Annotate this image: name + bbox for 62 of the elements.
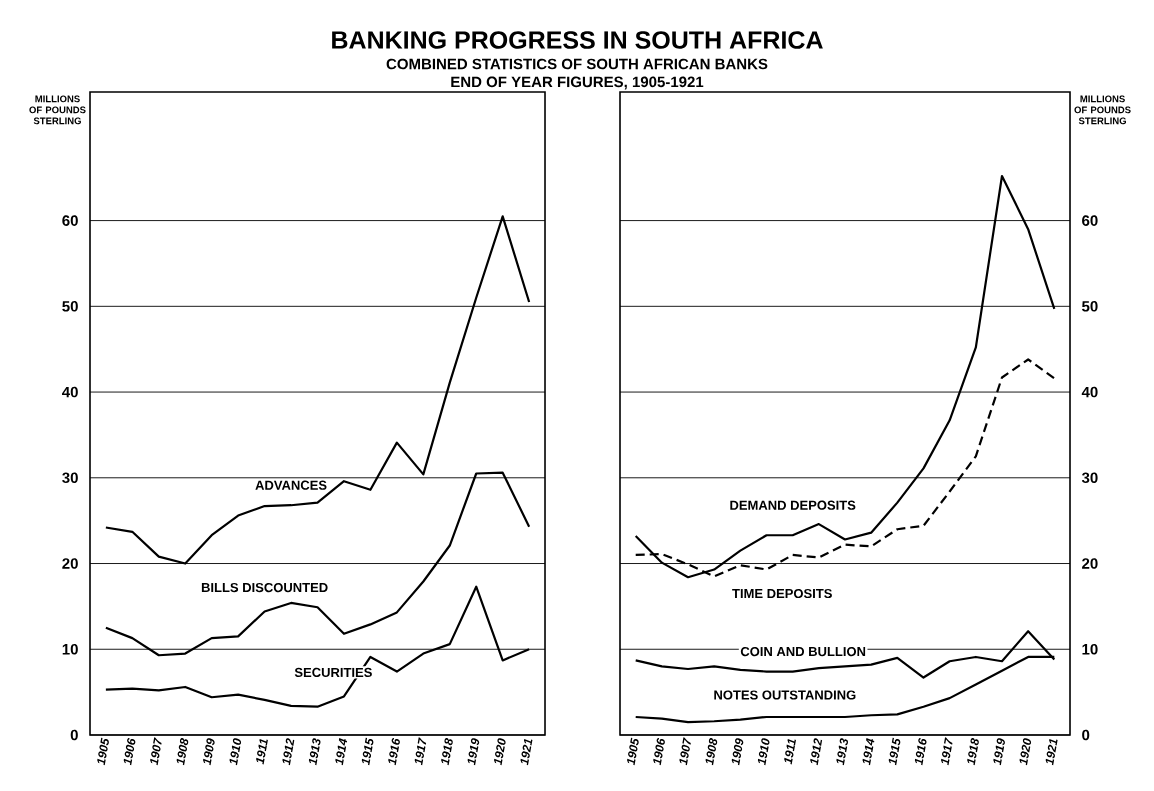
y-tick-label: 0 xyxy=(70,729,78,741)
y-tick-label: 0 xyxy=(1082,729,1090,741)
x-tick-label: 1909 xyxy=(731,738,744,766)
line-series xyxy=(104,585,531,708)
series-label: SECURITIES xyxy=(294,667,372,678)
y-tick-label: 30 xyxy=(62,472,78,484)
x-tick-label: 1908 xyxy=(705,738,718,766)
x-tick-label: 1917 xyxy=(941,737,953,766)
text: END OF YEAR FIGURES, 1905-1921 xyxy=(451,76,704,90)
y-tick-label: 60 xyxy=(1082,215,1098,226)
x-tick-label: 1921 xyxy=(1045,738,1058,766)
y-tick-label: 20 xyxy=(62,558,78,569)
x-tick-label: 1907 xyxy=(150,737,162,766)
series-label: BILLS DISCOUNTED xyxy=(201,582,328,593)
x-tick-label: 1913 xyxy=(308,738,321,766)
y-axis-title: MILLIONS OF POUNDS STERLING xyxy=(29,95,86,125)
y-tick-label: 40 xyxy=(1081,386,1098,398)
y-axis-title: MILLIONS OF POUNDS STERLING xyxy=(1074,95,1131,125)
x-tick-label: 1913 xyxy=(836,738,848,766)
y-tick-label: 60 xyxy=(62,215,78,226)
x-tick-label: 1918 xyxy=(441,738,453,766)
y-tick-label: 40 xyxy=(62,386,78,398)
x-tick-label: 1911 xyxy=(784,738,796,765)
y-tick-label: 30 xyxy=(1081,472,1098,484)
x-tick-label: 1918 xyxy=(967,738,979,766)
y-tick-label: 10 xyxy=(1082,643,1098,655)
x-tick-label: 1915 xyxy=(888,737,901,766)
line-series xyxy=(104,471,531,657)
x-tick-label: 1915 xyxy=(361,737,374,766)
series-label: NOTES OUTSTANDING xyxy=(714,690,856,700)
x-tick-label: 1914 xyxy=(862,738,875,766)
x-tick-label: 1911 xyxy=(256,738,268,765)
series-label: ADVANCES xyxy=(255,480,327,490)
x-tick-label: 1905 xyxy=(627,737,639,766)
text: DEMAND DEPOSITS xyxy=(730,500,856,510)
chart-title: BANKING PROGRESS IN SOUTH AFRICA xyxy=(332,31,823,49)
x-tick-label: 1920 xyxy=(1019,738,1032,766)
series-label: COIN AND BULLION xyxy=(740,646,866,657)
x-tick-label: 1921 xyxy=(520,738,533,766)
y-tick-label: 20 xyxy=(1082,558,1098,569)
series-label: TIME DEPOSITS xyxy=(732,588,832,599)
x-tick-label: 1908 xyxy=(176,738,189,766)
x-tick-label: 1917 xyxy=(414,737,427,766)
x-tick-label: 1910 xyxy=(229,738,242,766)
x-tick-label: 1906 xyxy=(653,737,665,766)
y-tick-label: 50 xyxy=(62,301,78,312)
text: COMBINED STATISTICS OF SOUTH AFRICAN BANKS xyxy=(386,58,768,70)
x-tick-label: 1920 xyxy=(494,738,506,766)
x-tick-label: 1912 xyxy=(810,738,823,766)
x-tick-label: 1919 xyxy=(467,738,480,766)
x-tick-label: 1912 xyxy=(282,738,295,766)
y-tick-label: 10 xyxy=(62,643,78,655)
x-tick-label: 1906 xyxy=(123,737,136,766)
x-tick-label: 1910 xyxy=(757,738,770,766)
x-tick-label: 1916 xyxy=(388,737,400,766)
y-tick-label: 50 xyxy=(1082,301,1098,312)
x-tick-label: 1909 xyxy=(203,738,215,766)
x-tick-label: 1905 xyxy=(97,737,109,766)
x-tick-label: 1907 xyxy=(679,737,691,766)
x-tick-label: 1916 xyxy=(914,737,927,766)
x-tick-label: 1919 xyxy=(993,738,1005,766)
x-tick-label: 1914 xyxy=(335,738,348,766)
